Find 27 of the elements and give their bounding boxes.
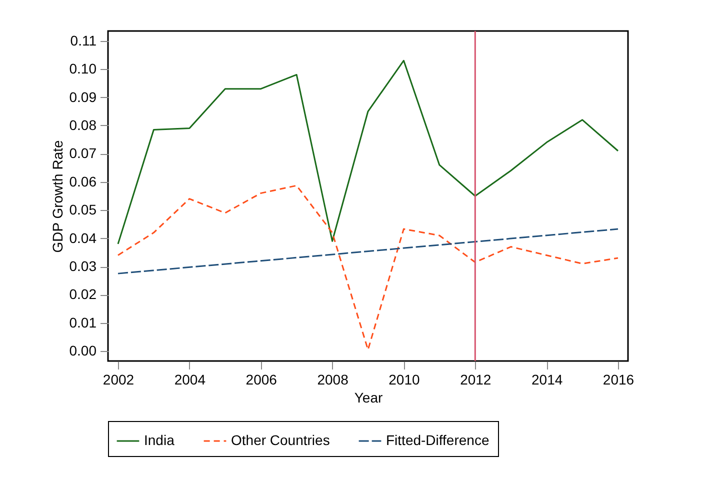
- x-tick-label: 2002: [102, 372, 134, 388]
- y-tick-label: 0.07: [69, 145, 97, 162]
- legend-label: India: [144, 432, 175, 448]
- x-tick-label: 2016: [602, 372, 634, 388]
- x-tick-label: 2010: [388, 372, 420, 388]
- x-tick-label: 2004: [174, 372, 206, 388]
- line-series: [117, 60, 619, 245]
- y-tick-label: 0.04: [69, 230, 97, 246]
- x-tick-label: 2014: [531, 372, 563, 388]
- y-tick-label: 0.02: [69, 286, 97, 302]
- y-tick-label: 0.09: [69, 88, 97, 105]
- y-tick-label: 0.00: [69, 342, 97, 359]
- line-series: [117, 184, 619, 350]
- y-tick-label: 0.10: [69, 60, 97, 77]
- y-tick-label: 0.11: [70, 32, 97, 48]
- legend-label: Fitted-Difference: [386, 432, 490, 448]
- legend-label: Other Countries: [231, 432, 330, 448]
- x-tick-label: 2008: [317, 372, 349, 388]
- y-tick-label: 0.03: [69, 258, 97, 274]
- x-axis-title: Year: [354, 390, 383, 406]
- x-tick-label: 2012: [460, 372, 492, 388]
- y-tick-label: 0.08: [69, 116, 97, 133]
- y-tick-label: 0.01: [69, 314, 97, 330]
- y-axis-title: GDP Growth Rate: [49, 140, 66, 253]
- y-tick-label: 0.05: [69, 202, 97, 218]
- x-tick-label: 2006: [246, 372, 278, 388]
- y-tick-label: 0.06: [69, 173, 97, 190]
